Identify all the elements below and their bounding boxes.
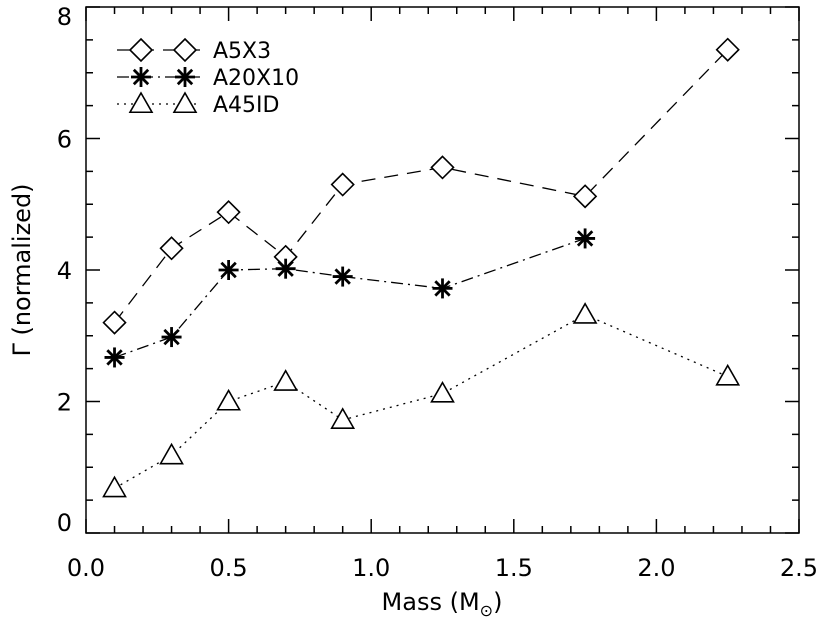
diamond-marker [572,184,598,209]
asterisk-marker [432,278,453,299]
series-line [114,49,729,323]
axis-ticks [85,6,800,534]
series-line [114,237,586,359]
x-tick-label: 1.0 [352,554,390,582]
asterisk-stroke [132,68,150,86]
asterisk-stroke [106,349,123,366]
x-axis-label-close: ) [493,588,502,616]
legend-item-a5x3: A5X3 [117,37,271,64]
asterisk-marker [575,228,596,249]
asterisk-stroke [576,230,594,247]
series-a45id [102,302,741,498]
triangle-marker [128,91,154,114]
asterisk-marker [175,67,195,87]
y-axis-label: Γ (normalized) [8,183,36,356]
y-tick-label: 6 [57,126,72,154]
y-tick-label: 8 [57,3,72,31]
asterisk-marker [161,327,182,348]
x-tick-label: 2.5 [780,554,818,582]
axis-tick-labels: 0.0 0.5 1.0 1.5 2.0 2.5 0 2 4 6 8 [57,3,818,582]
asterisk-marker [131,67,151,87]
x-axis-label-subscript: ⊙ [480,601,493,619]
asterisk-marker [218,260,239,280]
asterisk-stroke [277,260,294,277]
triangle-marker [172,91,198,114]
series-layer [102,37,741,498]
triangle-marker [430,380,455,403]
series-a20x10 [104,228,596,368]
legend-label: A5X3 [213,39,271,64]
triangle-marker [216,388,241,411]
triangle-marker [102,475,127,498]
asterisk-stroke [176,68,194,86]
triangle-marker [572,302,598,324]
diamond-marker [159,236,184,261]
legend-label: A45ID [213,93,279,118]
x-tick-label: 0.0 [67,554,105,582]
triangle-marker [715,363,741,386]
legend-item-a45id: A45ID [117,91,279,118]
asterisk-marker [104,347,125,368]
diamond-marker [216,200,241,225]
asterisk-stroke [163,328,180,346]
diamond-marker [330,172,355,197]
y-tick-label: 4 [57,257,72,285]
diamond-marker [715,37,740,62]
x-tick-label: 0.5 [210,554,248,582]
x-tick-label: 1.5 [495,554,533,582]
asterisk-stroke [434,280,451,297]
legend-item-a20x10: A20X10 [117,66,299,91]
asterisk-marker [332,266,353,287]
diamond-marker [102,310,127,335]
triangle-marker [273,369,299,391]
legend-label: A20X10 [213,66,299,91]
asterisk-stroke [334,268,351,285]
y-tick-label: 2 [57,389,72,417]
series-line [114,313,728,489]
diamond-marker [172,37,198,63]
x-axis-label-main: Mass (M [382,588,480,616]
x-tick-label: 2.0 [637,554,675,582]
triangle-marker [159,442,184,465]
x-axis-label: Mass (M⊙) [382,588,503,619]
series-a5x3 [102,37,740,335]
diamond-marker [128,37,154,63]
asterisk-stroke [220,261,237,279]
y-tick-label: 0 [57,509,72,537]
asterisk-marker [275,258,296,279]
diamond-marker [430,155,455,180]
triangle-marker [330,407,356,429]
